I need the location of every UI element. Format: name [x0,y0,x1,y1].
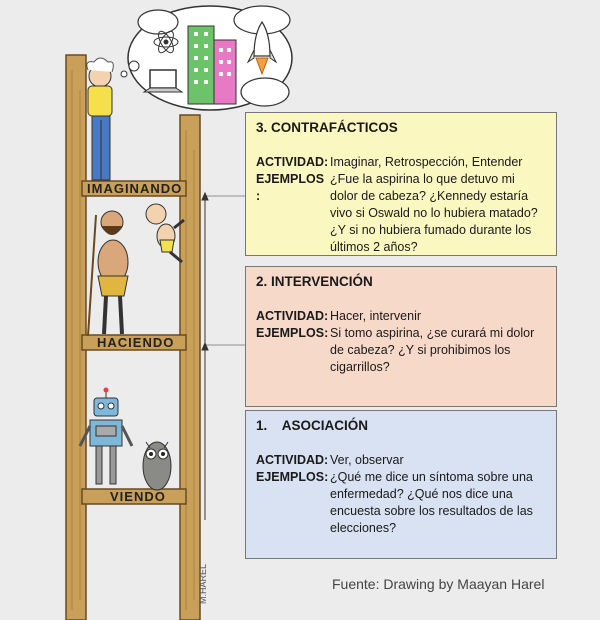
thought-bubble [120,5,293,111]
level-title: 1. ASOCIACIÓN [256,418,369,433]
caveman-figure [87,210,129,337]
level-title: 3. CONTRAFÁCTICOS [256,120,398,135]
ejemplos-label: EJEMPLOS: [256,470,329,484]
signature: M.HAREL [198,564,208,604]
actividad-label: ACTIVIDAD: [256,155,329,169]
rung-label-viendo: VIENDO [110,489,166,504]
actividad-value: Ver, observar [330,453,404,467]
buildings-icon [187,25,237,105]
svg-text:M.HAREL: M.HAREL [198,564,208,604]
ejemplos-value: ¿Fue la aspirina lo que detuvo mi dolor … [330,172,538,254]
baby-figure [145,203,185,264]
actividad-value: Hacer, intervenir [330,309,422,323]
actividad-label: ACTIVIDAD: [256,453,329,467]
level-box-intervencion: 2. INTERVENCIÓN ACTIVIDAD: Hacer, interv… [245,266,557,407]
level-box-contrafacticos: 3. CONTRAFÁCTICOS ACTIVIDAD: Imaginar, R… [245,112,557,256]
ejemplos-label: EJEMPLOS : [256,172,325,203]
scientist-figure [86,57,114,181]
source-caption: Fuente: Drawing by Maayan Harel [332,576,545,592]
level-title: 2. INTERVENCIÓN [256,274,373,289]
rung-label-imaginando: IMAGINANDO [87,181,183,196]
laptop-icon [142,69,184,93]
ejemplos-value: Si tomo aspirina, ¿se curará mi dolor de… [330,326,535,374]
progress-arrows [201,191,245,520]
ejemplos-value: ¿Qué me dice un síntoma sobre una enferm… [330,470,533,535]
ladder-rungs [81,180,187,505]
rocket-icon [246,20,278,76]
level-box-asociacion: 1. ASOCIACIÓN ACTIVIDAD: Ver, observar E… [245,410,557,559]
actividad-value: Imaginar, Retrospección, Entender [330,155,523,169]
owl-figure [142,441,172,491]
actividad-label: ACTIVIDAD: [256,309,329,323]
ejemplos-label: EJEMPLOS: [256,326,329,340]
atom-icon [153,30,179,54]
robot-figure [78,387,134,485]
rung-label-haciendo: HACIENDO [97,335,175,350]
